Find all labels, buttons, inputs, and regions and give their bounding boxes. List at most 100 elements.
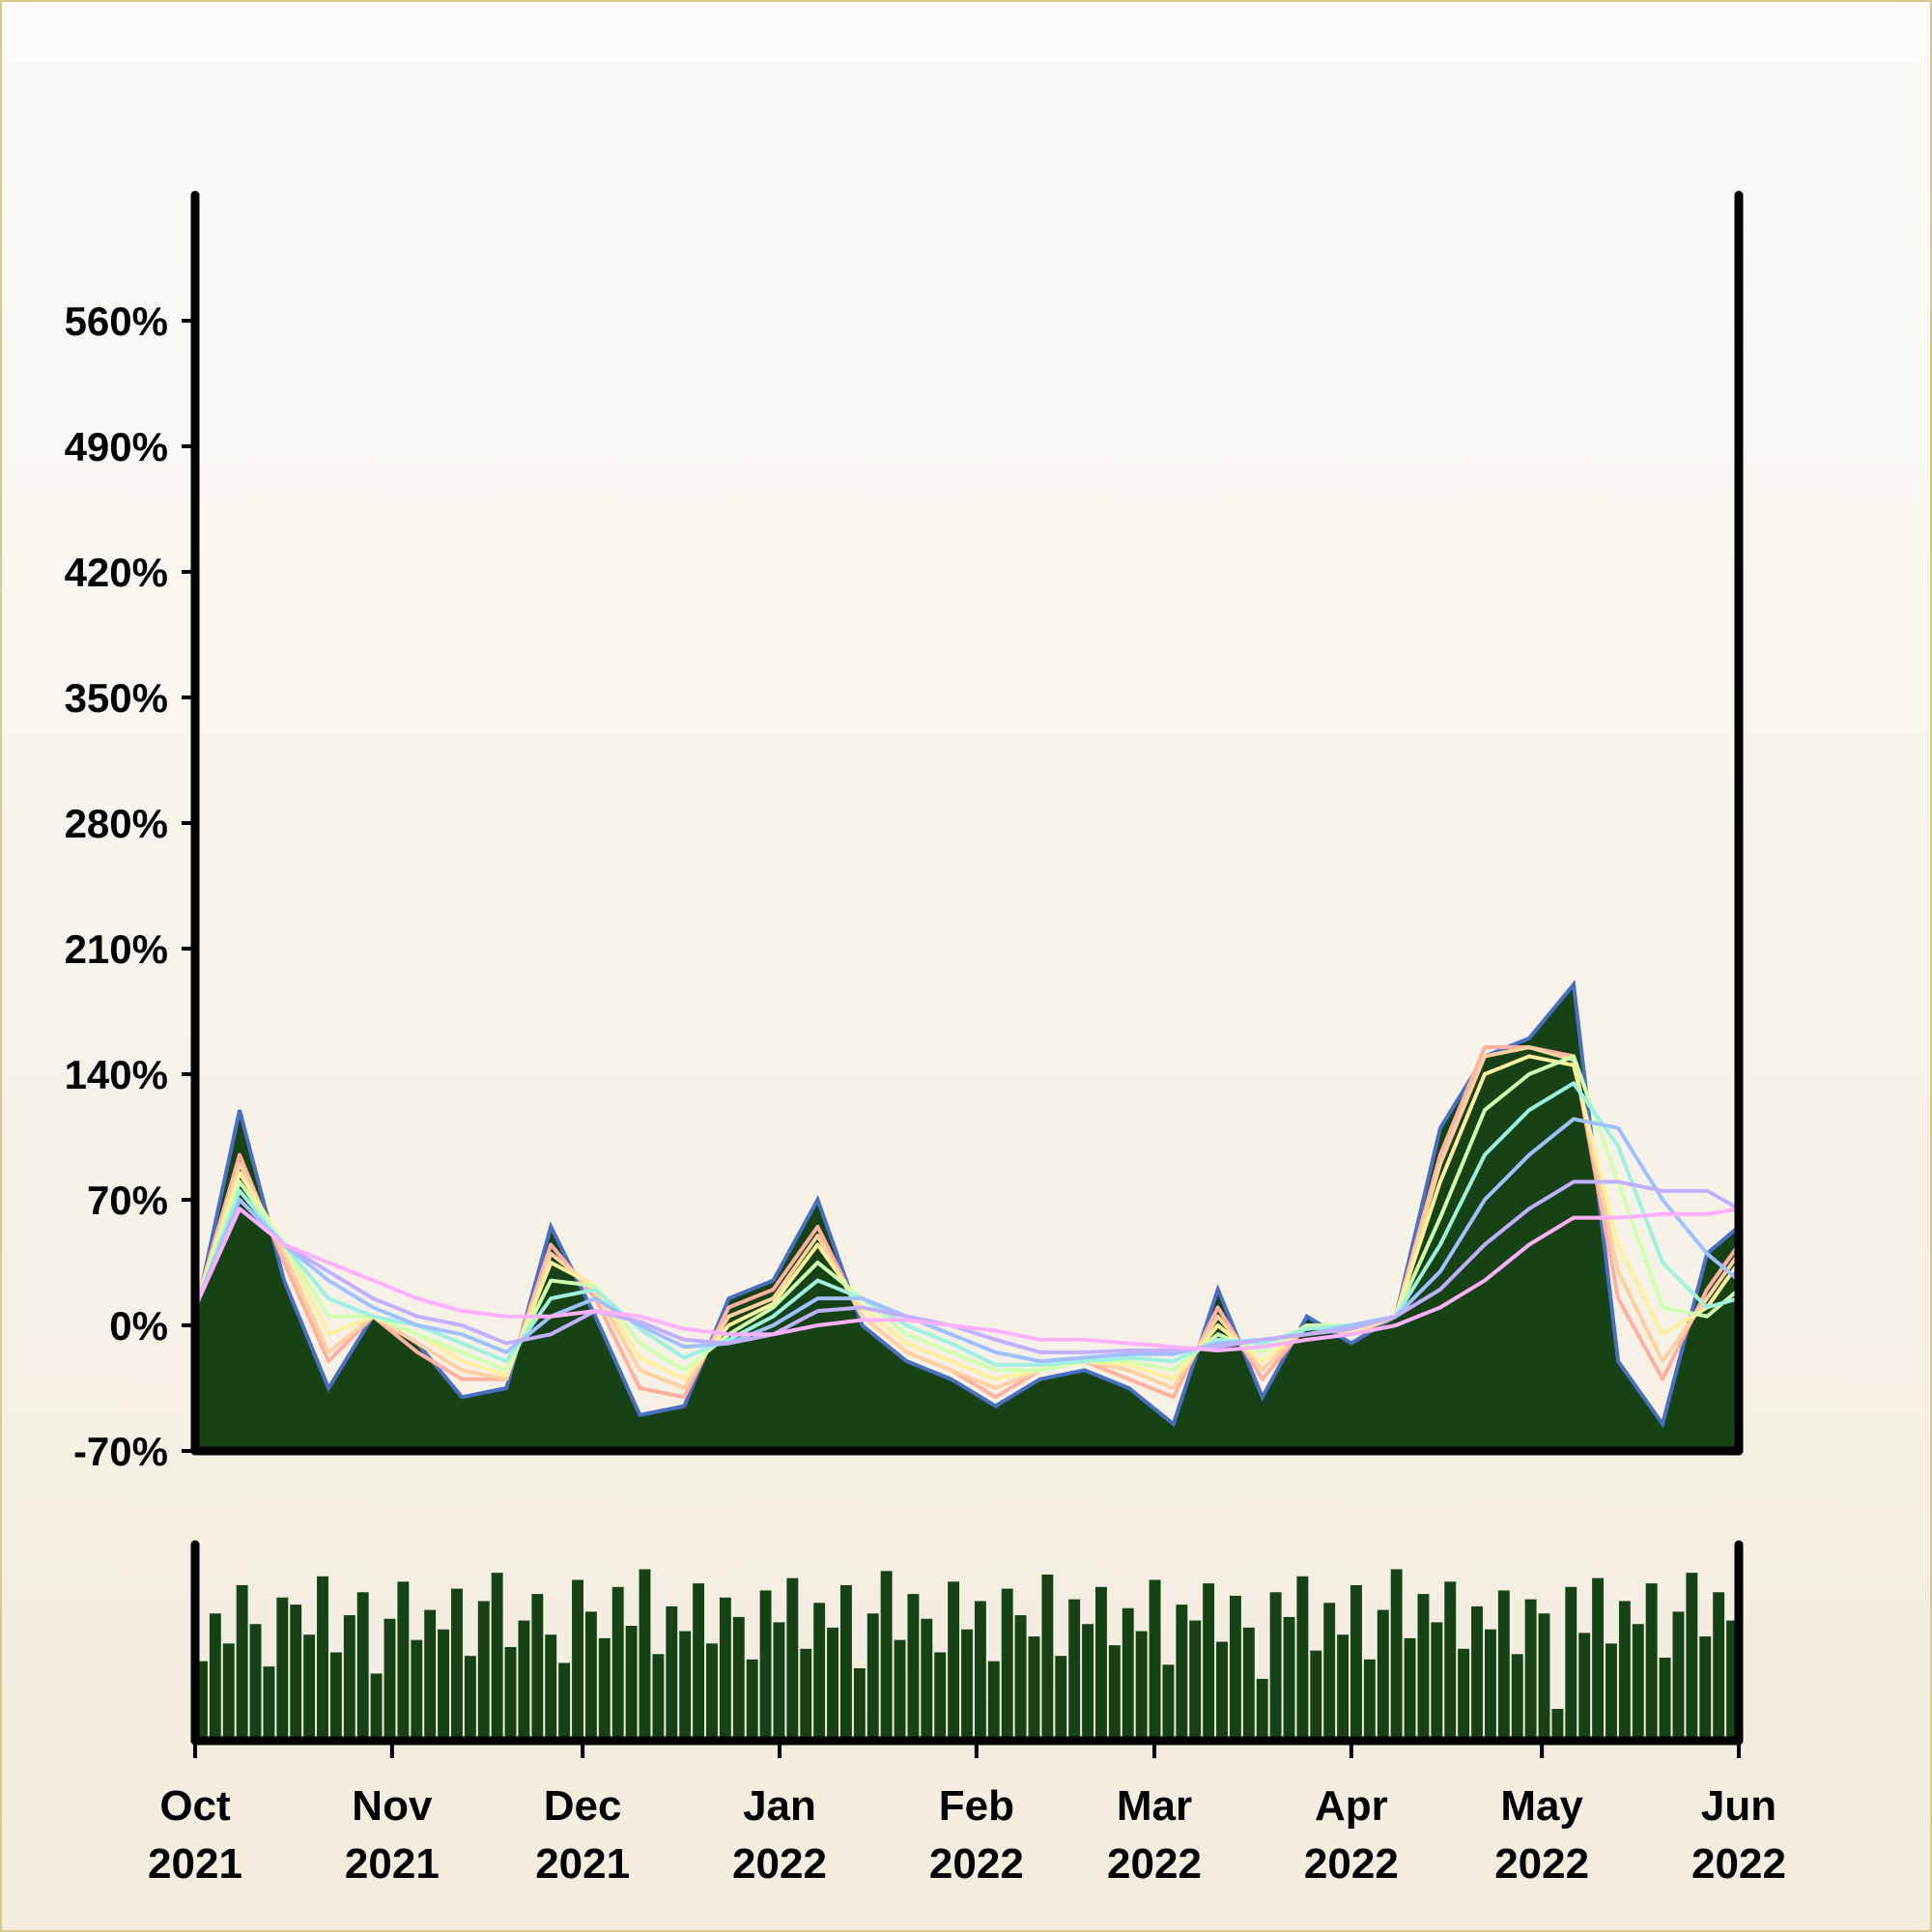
y-tick-label: -70% (73, 1429, 168, 1474)
x-tick-year-label: 2022 (1494, 1840, 1589, 1888)
moving-average-line (195, 1054, 1739, 1373)
moving-average-line (195, 1045, 1739, 1390)
volume-bar (867, 1613, 879, 1740)
y-tick-label: 140% (65, 1052, 168, 1097)
volume-bar (1632, 1624, 1644, 1740)
volume-bar (934, 1652, 947, 1740)
volume-bar (639, 1569, 651, 1740)
volume-bar (1242, 1627, 1255, 1740)
volume-bar (1189, 1620, 1202, 1740)
volume-bar (1404, 1637, 1416, 1740)
volume-bars (196, 1569, 1738, 1740)
volume-bar (196, 1661, 208, 1740)
volume-bar (1041, 1574, 1054, 1740)
volume-bar (921, 1618, 933, 1740)
volume-bar (894, 1639, 906, 1740)
volume-bar (1256, 1678, 1268, 1740)
volume-bar (719, 1597, 731, 1740)
volume-bar (451, 1588, 463, 1740)
x-tick-year-label: 2022 (1107, 1840, 1202, 1888)
volume-bar (759, 1590, 772, 1740)
x-tick-month-label: Apr (1315, 1782, 1388, 1830)
moving-average-line (195, 1081, 1739, 1367)
moving-average-lines (195, 1045, 1739, 1400)
volume-bar (1203, 1583, 1215, 1740)
y-tick-label: 70% (87, 1178, 168, 1223)
volume-bar (800, 1648, 812, 1740)
volume-bar (1082, 1624, 1094, 1740)
volume-bar (1350, 1584, 1362, 1740)
volume-bar (477, 1601, 490, 1740)
volume-bar (545, 1634, 557, 1740)
volume-bar (222, 1643, 235, 1740)
volume-bar (1296, 1576, 1309, 1740)
volume-bar (1055, 1656, 1067, 1740)
moving-average-line (195, 1054, 1739, 1381)
volume-bar (1377, 1609, 1389, 1740)
volume-bar (1135, 1631, 1148, 1740)
volume-bar (343, 1615, 355, 1740)
volume-bar (1726, 1620, 1738, 1740)
volume-bar (317, 1576, 328, 1740)
volume-bar (1699, 1636, 1712, 1740)
volume-bar (598, 1637, 611, 1740)
x-tick-month-label: May (1500, 1782, 1583, 1830)
volume-bar (679, 1631, 692, 1740)
volume-bar (1229, 1595, 1241, 1740)
volume-bar (370, 1673, 383, 1740)
volume-bar (1551, 1709, 1564, 1740)
volume-bar (1269, 1592, 1282, 1740)
volume-bar (1605, 1643, 1617, 1740)
volume-bar (1484, 1629, 1496, 1740)
axes (190, 190, 1744, 1746)
volume-bar (786, 1577, 799, 1740)
volume-bar (1431, 1622, 1443, 1740)
volume-bar (853, 1667, 866, 1740)
volume-bar (948, 1581, 960, 1740)
volume-bar (518, 1620, 530, 1740)
moving-average-line (195, 1117, 1739, 1364)
y-tick-label: 210% (65, 926, 168, 972)
x-axis-ticks: Oct 2021 Nov 2021 Dec 2021 Jan 2022 Feb 2022 Mar 20… (148, 1741, 1786, 1888)
x-tick-year-label: 2022 (732, 1840, 827, 1888)
volume-bar (773, 1622, 785, 1740)
x-tick-month-label: Dec (544, 1782, 622, 1830)
volume-bar (584, 1611, 597, 1740)
x-tick-month-label: Mar (1117, 1782, 1192, 1830)
volume-bar (974, 1601, 986, 1740)
volume-bar (491, 1573, 503, 1740)
x-tick-year-label: 2022 (929, 1840, 1024, 1888)
volume-bar (572, 1579, 583, 1740)
x-tick-month-label: Jun (1701, 1782, 1776, 1830)
volume-bar (1618, 1601, 1631, 1740)
volume-bar (558, 1662, 571, 1740)
x-tick-month-label: Feb (939, 1782, 1014, 1830)
volume-bar (827, 1627, 838, 1740)
volume-bar (1686, 1573, 1698, 1740)
volume-bar (652, 1654, 665, 1740)
volume-bar (1592, 1577, 1605, 1740)
volume-bar (961, 1629, 973, 1740)
volume-bar (1216, 1641, 1228, 1740)
volume-bar (1538, 1613, 1550, 1740)
volume-bar (1001, 1588, 1013, 1740)
volume-bar (1149, 1579, 1161, 1740)
volume-bar (666, 1605, 678, 1740)
volume-bar (464, 1656, 476, 1740)
volume-bar (1458, 1648, 1470, 1740)
volume-bar (531, 1594, 544, 1740)
volume-bar (1565, 1586, 1577, 1740)
x-tick-month-label: Oct (159, 1782, 231, 1830)
volume-bar (263, 1666, 275, 1740)
volume-bar (987, 1661, 1000, 1740)
x-tick-month-label: Jan (743, 1782, 816, 1830)
x-tick-year-label: 2021 (148, 1840, 242, 1888)
volume-bar (1068, 1599, 1081, 1740)
y-tick-label: 420% (65, 550, 168, 595)
volume-bar (1014, 1615, 1027, 1740)
volume-bar (290, 1605, 302, 1740)
volume-bar (625, 1626, 638, 1740)
y-tick-label: 0% (109, 1303, 168, 1349)
volume-bar (611, 1586, 624, 1740)
